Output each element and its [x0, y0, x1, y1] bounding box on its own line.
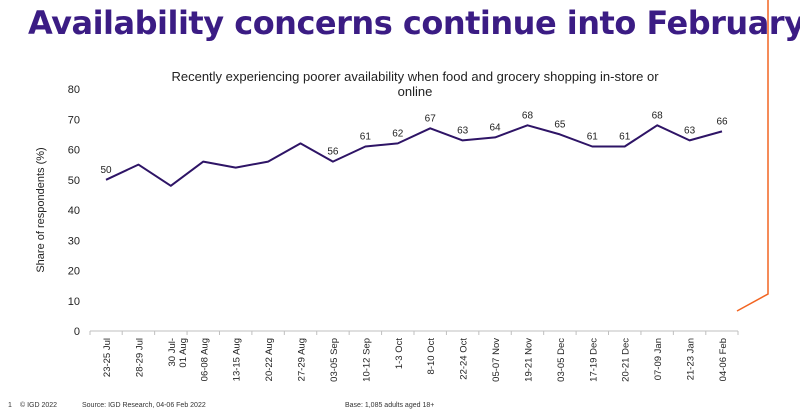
data-label: 61 — [360, 131, 372, 142]
page-title: Availability concerns continue into Febr… — [28, 4, 800, 42]
data-label: 67 — [425, 113, 437, 124]
data-label: 61 — [619, 131, 631, 142]
data-label: 66 — [716, 116, 728, 127]
x-tick-label: 04-06 Feb — [718, 338, 729, 381]
x-tick-label: 1-3 Oct — [394, 338, 405, 370]
x-tick-label: 23-25 Jul — [102, 338, 113, 377]
x-tick-label: 07-09 Jan — [653, 338, 664, 380]
y-tick-label: 60 — [68, 145, 80, 157]
y-tick-label: 0 — [74, 326, 80, 338]
y-tick-label: 40 — [68, 205, 80, 217]
data-label: 56 — [327, 147, 339, 158]
x-tick-label: 10-12 Sep — [361, 338, 372, 382]
data-label: 63 — [684, 125, 696, 136]
x-tick-label: 20-22 Aug — [264, 338, 275, 381]
x-tick-label: 17-19 Dec — [588, 338, 599, 382]
chart-title-line: Recently experiencing poorer availabilit… — [171, 69, 659, 84]
x-tick-label: 30 Jul-01 Aug — [167, 338, 189, 368]
y-tick-label: 30 — [68, 235, 80, 247]
chart-title-line: online — [398, 84, 433, 99]
y-tick-label: 80 — [68, 84, 80, 96]
chart-title: Recently experiencing poorer availabilit… — [171, 69, 659, 99]
data-label: 61 — [587, 131, 599, 142]
x-tick-label: 20-21 Dec — [621, 338, 632, 382]
data-label: 50 — [100, 165, 112, 176]
x-tick-label: 03-05 Sep — [329, 338, 340, 382]
x-axis-ticks: 23-25 Jul 28-29 Jul 30 Jul-01 Aug 06-08 Aug… — [102, 338, 729, 382]
data-label: 65 — [554, 119, 566, 130]
data-label: 68 — [522, 110, 534, 121]
data-label: 68 — [652, 110, 664, 121]
data-label: 64 — [489, 122, 501, 133]
y-tick-label: 10 — [68, 296, 80, 308]
y-axis-ticks: 0 10 20 30 40 50 60 70 80 — [68, 84, 80, 338]
x-tick-label: 13-15 Aug — [232, 338, 243, 381]
y-tick-label: 50 — [68, 175, 80, 187]
x-tick-label: 19-21 Nov — [523, 338, 534, 382]
data-labels: 50 56 61 62 67 63 64 68 65 61 61 68 63 66 — [100, 110, 728, 175]
y-tick-label: 70 — [68, 114, 80, 126]
x-tick-label: 21-23 Jan — [686, 338, 697, 380]
x-tick-label: 06-08 Aug — [199, 338, 210, 381]
x-tick-label: 03-05 Dec — [556, 338, 567, 382]
footer-page-number: 1 — [8, 402, 12, 409]
x-axis — [89, 330, 739, 335]
footer-copyright: © IGD 2022 — [20, 402, 58, 409]
x-tick-label: 27-29 Aug — [297, 338, 308, 381]
data-label: 62 — [392, 128, 404, 139]
x-tick-label: 8-10 Oct — [426, 338, 437, 375]
x-tick-label: 05-07 Nov — [491, 338, 502, 382]
y-tick-label: 20 — [68, 266, 80, 278]
footer-source: Source: IGD Research, 04-06 Feb 2022 — [82, 402, 206, 409]
y-axis-label: Share of respondents (%) — [35, 147, 47, 272]
x-tick-label: 28-29 Jul — [134, 338, 145, 377]
data-label: 63 — [457, 125, 469, 136]
x-tick-label: 22-24 Oct — [459, 338, 470, 380]
footer-base: Base: 1,085 adults aged 18+ — [345, 402, 435, 409]
series-line — [105, 124, 723, 187]
